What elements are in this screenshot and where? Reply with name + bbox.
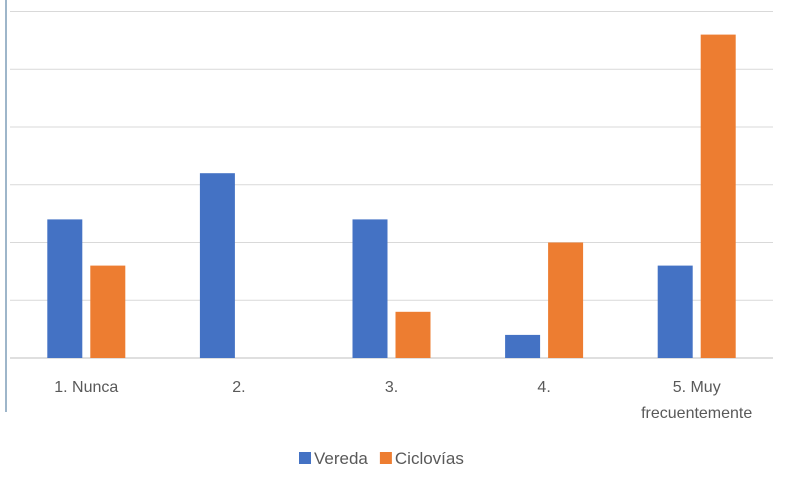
legend-swatch	[299, 452, 311, 464]
gridlines	[10, 11, 773, 359]
bar-vereda-4	[505, 334, 541, 358]
x-tick-label: 3.	[385, 379, 398, 396]
bars	[47, 34, 736, 358]
legend-label: Vereda	[314, 449, 368, 468]
legend-swatch	[379, 452, 392, 464]
x-tick-label: 5. Muy frecuentemente	[641, 379, 752, 422]
bar-ciclov-as-3	[395, 311, 431, 358]
x-axis-labels: 1. Nunca 2. 3. 4. 5. Muy frecuentemente	[54, 379, 752, 422]
legend-label: Ciclovías	[395, 449, 464, 468]
bar-vereda-1	[47, 219, 83, 358]
legend: Vereda Ciclovías	[299, 449, 464, 468]
bar-ciclov-as-4	[548, 242, 584, 358]
bar-vereda-2	[199, 173, 235, 358]
x-tick-label: 4.	[537, 379, 550, 396]
x-tick-label: 1. Nunca	[54, 379, 118, 396]
bar-vereda-5	[657, 265, 693, 358]
x-tick-label: 2.	[232, 379, 245, 396]
bar-ciclov-as-1	[90, 265, 126, 358]
bar-vereda-3	[352, 219, 388, 358]
bar-ciclov-as-5	[700, 34, 736, 358]
